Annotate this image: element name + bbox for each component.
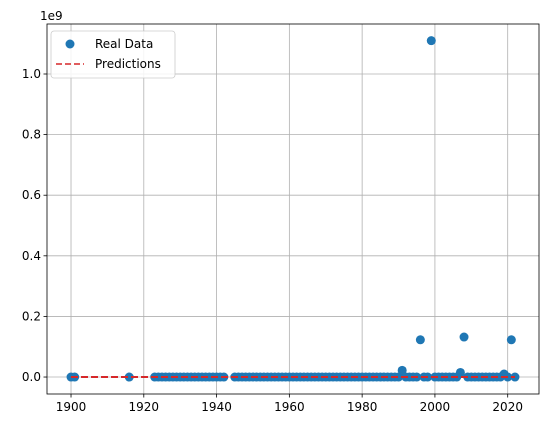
y-tick-label: 0.0	[22, 370, 41, 384]
y-tick-label: 0.8	[22, 128, 41, 142]
x-tick-label: 1900	[56, 400, 87, 414]
y-offset-label: 1e9	[40, 9, 63, 23]
legend-scatter-marker	[66, 40, 75, 49]
x-tick-label: 2000	[420, 400, 451, 414]
scatter-point	[460, 333, 469, 342]
y-tick-label: 0.6	[22, 188, 41, 202]
legend: Real Data Predictions	[51, 31, 175, 78]
y-tick-label: 1.0	[22, 67, 41, 81]
y-tick-label: 0.4	[22, 249, 41, 263]
y-tick-label: 0.2	[22, 309, 41, 323]
scatter-point	[507, 335, 516, 344]
legend-label-predictions: Predictions	[95, 57, 161, 71]
scatter-point	[416, 335, 425, 344]
plot-marks	[67, 36, 520, 381]
y-axis: 0.0 0.2 0.4 0.6 0.8 1.0	[22, 67, 47, 384]
x-tick-label: 1980	[347, 400, 378, 414]
x-tick-label: 1920	[129, 400, 160, 414]
x-tick-label: 1940	[201, 400, 232, 414]
x-tick-label: 2020	[492, 400, 523, 414]
x-tick-label: 1960	[274, 400, 305, 414]
scatter-point	[427, 36, 436, 45]
legend-label-real-data: Real Data	[95, 37, 153, 51]
x-axis: 1900 1920 1940 1960 1980 2000 2020	[56, 394, 523, 414]
